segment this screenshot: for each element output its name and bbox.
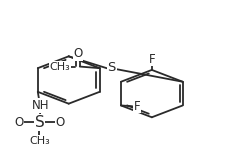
Text: CH₃: CH₃ <box>49 62 70 72</box>
Text: F: F <box>134 100 141 113</box>
Text: NH: NH <box>32 99 49 112</box>
Text: O: O <box>14 116 23 129</box>
Text: S: S <box>107 61 116 74</box>
Text: S: S <box>35 115 44 130</box>
Text: O: O <box>73 47 82 60</box>
Text: F: F <box>148 52 155 66</box>
Text: CH₃: CH₃ <box>29 136 50 146</box>
Text: O: O <box>56 116 65 129</box>
